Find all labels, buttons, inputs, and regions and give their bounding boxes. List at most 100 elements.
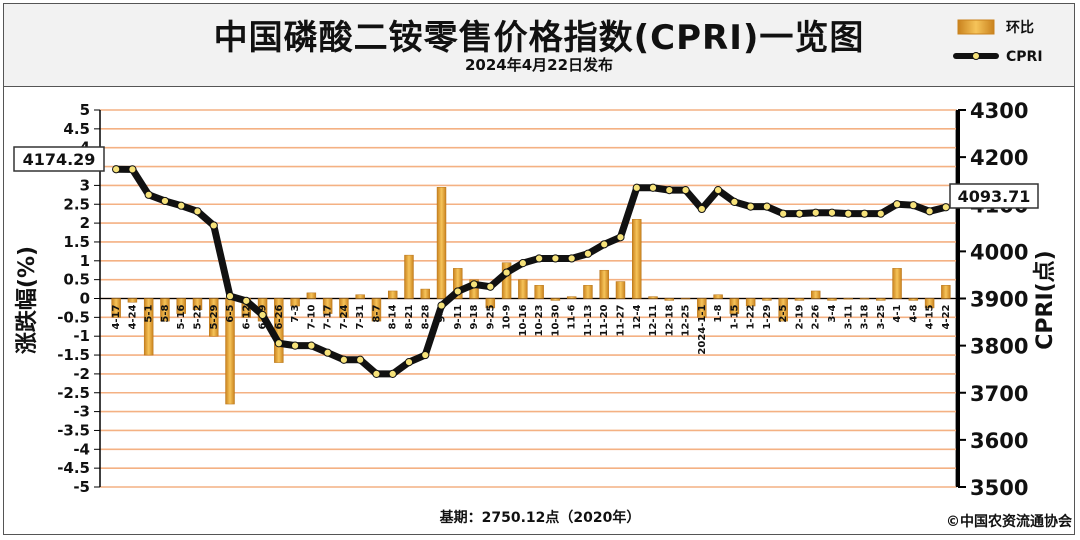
cpri-point [372,369,381,378]
left-tick-label: -4.5 [57,459,90,477]
cpri-point [811,208,820,217]
x-tick-label: 5-29 [209,304,220,329]
cpri-point [551,254,560,263]
cpri-point [827,208,837,217]
x-tick-label: 9-11 [453,304,464,329]
right-axis-ticks: 430042004100400039003800370036003500 [958,99,1028,500]
bar-huanbi [550,298,561,301]
bar-huanbi [518,279,528,299]
bar-huanbi [339,298,349,318]
bar-huanbi [745,298,756,307]
x-tick-label: 7-10 [306,304,317,329]
bar-huanbi [599,269,609,299]
x-tick-label: 8-21 [404,304,415,329]
cpri-point [193,207,202,216]
left-tick-label: -0.5 [57,308,90,326]
left-tick-label: 2 [80,214,90,232]
bar-huanbi [420,288,430,299]
x-tick-label: 11-20 [599,304,610,336]
bar-huanbi [713,294,723,299]
cpri-point [421,350,430,360]
x-tick-label: 9-18 [469,304,480,329]
x-tick-label: 8-28 [420,304,431,329]
bar-series-huanbi [111,187,951,405]
bar-huanbi [648,296,658,299]
bar-huanbi [306,292,317,299]
x-tick-label: 6-5 [225,304,236,322]
x-tick-label: 12-11 [648,304,659,336]
bar-huanbi [697,298,707,318]
x-tick-label: 4-1 [892,304,903,322]
bar-huanbi [127,298,138,303]
right-tick-label: 3800 [970,335,1028,359]
cpri-point [713,186,723,195]
bar-huanbi [143,298,154,356]
cpri-point [730,197,739,206]
x-tick-label: 4-15 [925,304,936,329]
cpri-point [323,348,332,357]
right-tick-label: 3500 [970,476,1028,500]
bar-huanbi [566,296,577,299]
chart-title: 中国磷酸二铵零售价格指数(CPRI)一览图 [213,18,865,58]
x-tick-label: 2024-1-1 [697,304,708,354]
bar-huanbi [290,298,300,307]
x-tick-label: 12-25 [681,304,692,336]
publish-date: 2024年4月22日发布 [464,56,614,74]
bar-huanbi [355,294,365,299]
x-tick-label: 1-22 [746,304,757,329]
bar-huanbi [908,298,919,301]
cpri-point [453,287,462,296]
left-tick-label: -5 [73,478,90,496]
x-tick-label: 1-8 [713,304,724,322]
x-tick-label: 10-30 [550,304,561,336]
cpri-point [681,186,690,195]
x-tick-label: 10-9 [502,304,513,329]
right-tick-label: 3600 [970,429,1028,453]
left-tick-label: 0.5 [63,271,90,289]
cpri-point [860,209,869,218]
cpri-point [535,254,544,263]
start-value-callout: 4174.29 [13,146,105,172]
cpri-point [844,209,853,218]
legend-label-cpri: CPRI [1006,49,1043,65]
chart-header: 中国磷酸二铵零售价格指数(CPRI)一览图 2024年4月22日发布 [4,4,1074,87]
x-tick-label: 7-3 [290,304,301,322]
cpri-point [225,292,235,301]
x-tick-label: 5-1 [144,304,155,322]
cpri-point [209,221,218,230]
bar-huanbi [827,298,837,301]
x-tick-labels: 4-174-245-15-85-165-225-296-56-126-196-2… [111,304,952,354]
bar-huanbi [160,298,170,322]
cpri-point [356,355,365,364]
left-tick-label: -3.5 [57,421,90,439]
left-tick-label: -3 [73,403,90,421]
right-tick-label: 4200 [970,146,1028,170]
bar-huanbi [111,298,121,318]
cpri-point [648,183,658,192]
left-tick-label: -4 [73,440,90,458]
cpri-point [632,183,641,192]
end-value-label: 4093.71 [958,187,1031,206]
bar-huanbi [810,290,821,299]
x-tick-label: 1-29 [762,304,773,329]
x-tick-label: 6-12 [241,304,252,329]
right-tick-label: 4300 [970,99,1028,123]
cpri-point [160,196,170,206]
cpri-point [128,165,137,174]
bar-huanbi [924,298,935,309]
bar-huanbi [485,298,496,309]
bar-huanbi [387,290,398,299]
bar-huanbi [876,298,886,301]
x-tick-label: 7-24 [339,304,350,329]
bar-huanbi [371,298,382,322]
bar-huanbi [209,298,219,337]
cpri-point [307,341,316,350]
x-tick-label: 11-6 [567,304,578,329]
cpri-point [746,202,755,211]
cpri-point [290,341,300,350]
left-tick-label: 1.5 [63,233,90,251]
left-tick-label: -1 [73,327,90,345]
left-tick-label: -1.5 [57,346,90,364]
right-tick-label: 3700 [970,382,1028,406]
x-tick-label: 11-27 [615,304,626,336]
